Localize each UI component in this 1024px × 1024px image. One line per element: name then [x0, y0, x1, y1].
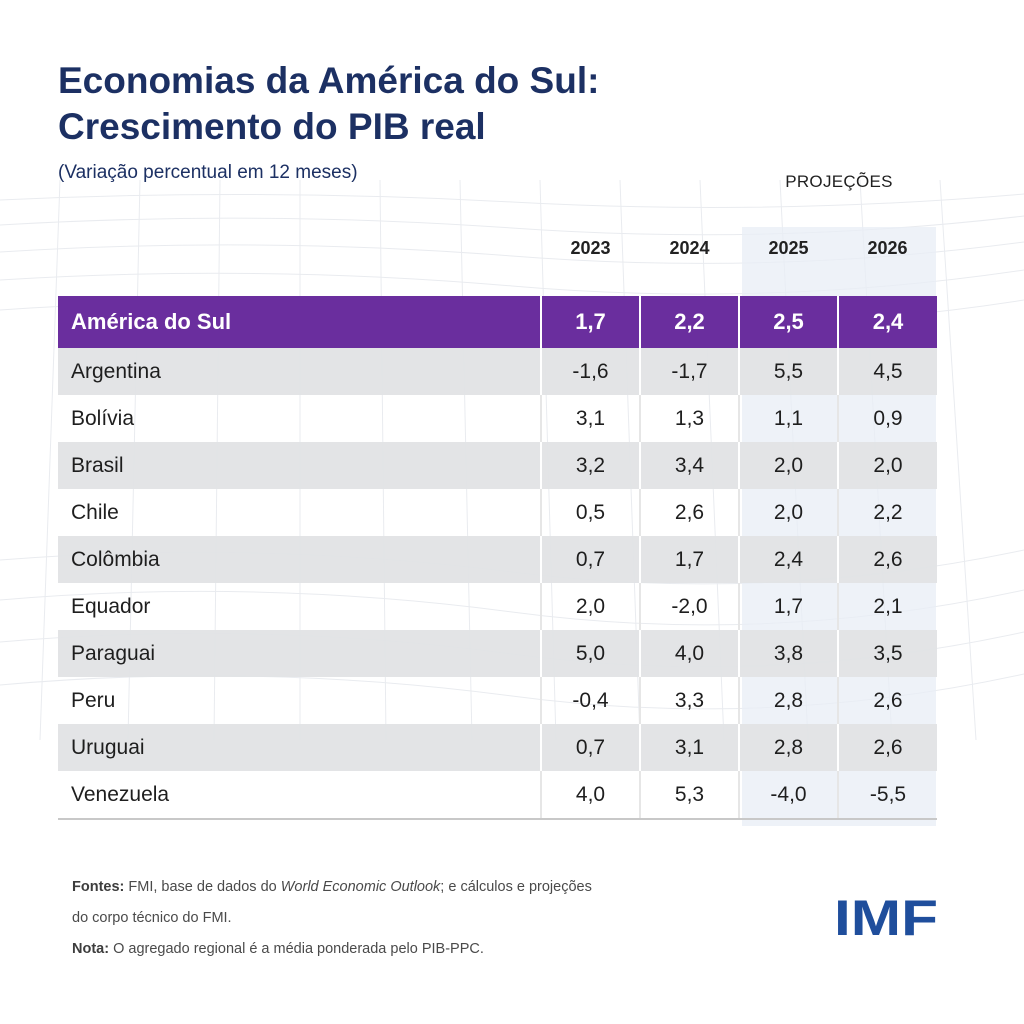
cell-value: 1,7 [738, 583, 838, 630]
cell-value: 1,3 [639, 395, 739, 442]
table-row: Argentina -1,6 -1,7 5,5 4,5 [58, 348, 937, 395]
cell-value: 5,5 [738, 348, 838, 395]
cell-value: 2,8 [738, 677, 838, 724]
aggregate-value: 1,7 [540, 296, 640, 348]
header-year: 2026 [867, 237, 908, 258]
aggregate-note: Nota: O agregado regional é a média pond… [72, 934, 592, 965]
cell-value: 5,0 [540, 630, 640, 677]
cell-value: 2,6 [837, 724, 937, 771]
cell-value: 4,0 [540, 771, 640, 820]
cell-value: -5,5 [837, 771, 937, 820]
table-row: Brasil 3,2 3,4 2,0 2,0 [58, 442, 937, 489]
cell-value: 3,8 [738, 630, 838, 677]
country-name: Equador [71, 594, 151, 618]
country-name: Peru [71, 688, 116, 712]
header-year: 2023 [570, 237, 611, 258]
logo-text: IMF [834, 893, 938, 941]
cell-value: 4,5 [837, 348, 937, 395]
table-row: Paraguai 5,0 4,0 3,8 3,5 [58, 630, 937, 677]
cell-value: 3,2 [540, 442, 640, 489]
country-name: Argentina [58, 348, 541, 395]
gdp-growth-table: 2023 2024 2025 2026 América do Sul 1,7 2… [58, 226, 937, 820]
cell-value: 2,1 [837, 583, 937, 630]
cell-value: 2,4 [738, 536, 838, 583]
cell-value: 2,0 [837, 442, 937, 489]
table-row: Chile 0,5 2,6 2,0 2,2 [58, 489, 937, 536]
country-name: Colômbia [58, 536, 541, 583]
page-title: Economias da América do Sul: Crescimento… [58, 58, 599, 150]
cell-value: 2,0 [738, 442, 838, 489]
country-name: Bolívia [71, 406, 135, 430]
subtitle: (Variação percentual em 12 meses) [58, 162, 358, 183]
header-blank [58, 226, 541, 270]
cell-value: 0,7 [540, 536, 640, 583]
sources-text-1: FMI, base de dados do [124, 879, 281, 895]
projections-label: PROJEÇÕES [785, 172, 893, 191]
title-line-1: Economias da América do Sul: [58, 60, 600, 101]
cell-value: 0,5 [540, 489, 640, 536]
cell-value: 3,1 [540, 395, 640, 442]
cell-value: 1,7 [639, 536, 739, 583]
cell-value: 5,3 [639, 771, 739, 820]
cell-value: -4,0 [738, 771, 838, 820]
note-text: O agregado regional é a média ponderada … [109, 941, 484, 957]
header-year: 2025 [768, 237, 809, 258]
aggregate-value: 2,2 [639, 296, 739, 348]
aggregate-name: América do Sul [58, 296, 541, 348]
country-name: Chile [71, 500, 119, 524]
country-name: Paraguai [58, 630, 541, 677]
cell-value: 0,7 [540, 724, 640, 771]
footnotes: Fontes: FMI, base de dados do World Econ… [72, 872, 592, 965]
cell-value: -1,7 [639, 348, 739, 395]
cell-value: 1,1 [738, 395, 838, 442]
sources-label: Fontes: [72, 879, 125, 895]
table-row: Equador 2,0 -2,0 1,7 2,1 [58, 583, 937, 630]
header-year: 2024 [669, 237, 710, 258]
table-row: Peru -0,4 3,3 2,8 2,6 [58, 677, 937, 724]
imf-logo: IMF [834, 893, 938, 941]
country-name: Venezuela [58, 771, 541, 820]
cell-value: 2,0 [540, 583, 640, 630]
table-row: Uruguai 0,7 3,1 2,8 2,6 [58, 724, 937, 771]
aggregate-value: 2,5 [738, 296, 838, 348]
sources-note: Fontes: FMI, base de dados do World Econ… [72, 872, 592, 934]
cell-value: 4,0 [639, 630, 739, 677]
table-row: Colômbia 0,7 1,7 2,4 2,6 [58, 536, 937, 583]
cell-value: -1,6 [540, 348, 640, 395]
country-name: Uruguai [58, 724, 541, 771]
table-row: Venezuela 4,0 5,3 -4,0 -5,5 [58, 771, 937, 820]
cell-value: 2,8 [738, 724, 838, 771]
table-row: Bolívia 3,1 1,3 1,1 0,9 [58, 395, 937, 442]
cell-value: 3,1 [639, 724, 739, 771]
cell-value: 3,3 [639, 677, 739, 724]
cell-value: 2,6 [837, 536, 937, 583]
cell-value: 2,0 [738, 489, 838, 536]
cell-value: 3,4 [639, 442, 739, 489]
cell-value: 3,5 [837, 630, 937, 677]
header-row: 2023 2024 2025 2026 [58, 226, 937, 270]
cell-value: -0,4 [540, 677, 640, 724]
sources-italic: World Economic Outlook [280, 879, 441, 895]
note-label: Nota: [72, 941, 110, 957]
cell-value: 2,6 [639, 489, 739, 536]
aggregate-value: 2,4 [837, 296, 937, 348]
aggregate-row: América do Sul 1,7 2,2 2,5 2,4 [58, 296, 937, 348]
cell-value: -2,0 [639, 583, 739, 630]
title-line-2: Crescimento do PIB real [58, 106, 486, 147]
sources-text-2: ; e cálculos e projeções do corpo técnic… [72, 879, 592, 926]
cell-value: 2,2 [837, 489, 937, 536]
cell-value: 0,9 [837, 395, 937, 442]
country-name: Brasil [58, 442, 541, 489]
cell-value: 2,6 [837, 677, 937, 724]
